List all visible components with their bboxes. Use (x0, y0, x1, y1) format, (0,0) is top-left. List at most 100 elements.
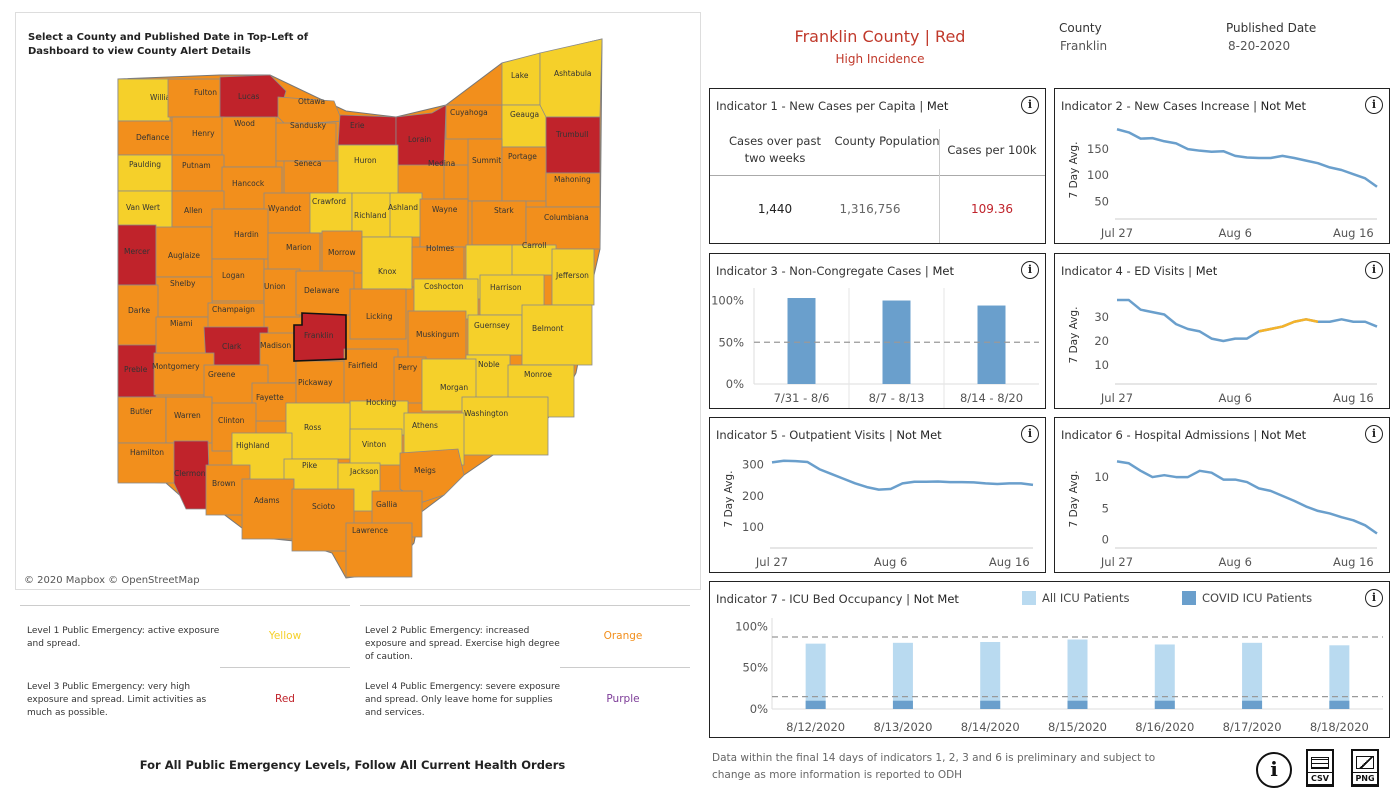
legend-level-4-desc: Level 4 Public Emergency: severe exposur… (365, 682, 561, 718)
ohio-county-map[interactable]: Williams Fulton Lucas Ottawa Defiance Henry Wo… (16, 13, 700, 589)
indicator-2-title: Indicator 2 - New Cases Increase | Not M… (1061, 99, 1306, 113)
county-perry[interactable]: Perry (393, 356, 427, 404)
county-crawford[interactable]: Crawford (309, 192, 353, 234)
x-tick-label: Jul 27 (1100, 391, 1133, 405)
county-marion[interactable]: Marion (267, 232, 321, 276)
info-icon[interactable]: i (1365, 96, 1383, 114)
info-icon[interactable]: i (1365, 261, 1383, 279)
county-darke[interactable]: Darke (117, 284, 159, 356)
indicator-3-chart[interactable]: 0% 50% 100% 7/31 - 8/6 8/7 - 8/13 8/14 - 8/20 (710, 282, 1045, 408)
info-icon[interactable]: i (1021, 261, 1039, 279)
county-meigs[interactable]: Meigs (399, 448, 465, 504)
indicator-5-status: Not Met (896, 428, 942, 442)
png-download-icon[interactable]: PNG (1351, 749, 1379, 787)
info-icon[interactable]: i (1021, 96, 1039, 114)
county-wood[interactable]: Wood (221, 116, 277, 168)
info-icon[interactable]: i (1021, 425, 1039, 443)
county-carroll[interactable]: Carroll (511, 241, 557, 276)
county-erie[interactable]: Erie (337, 114, 397, 146)
county-williams[interactable]: Williams (117, 78, 181, 122)
county-hamilton[interactable]: Hamilton (117, 442, 183, 484)
county-henry[interactable]: Henry (171, 116, 225, 156)
county-lucas[interactable]: Lucas (219, 74, 287, 120)
county-fairfield[interactable]: Fairfield (343, 348, 399, 406)
county-cuyahoga[interactable]: Cuyahoga (445, 104, 503, 140)
county-guernsey[interactable]: Guernsey (467, 314, 523, 356)
county-lawrence[interactable]: Lawrence (345, 522, 413, 578)
info-icon[interactable]: i (1256, 752, 1292, 788)
county-putnam[interactable]: Putnam (171, 154, 225, 192)
x-tick-label: Jul 27 (1100, 555, 1133, 569)
county-trumbull[interactable]: Trumbull (545, 116, 601, 174)
y-tick-label: 100% (735, 619, 768, 633)
indicator-5-chart[interactable]: 7 Day Avg. 100 200 300 Jul 27 Aug 6 Aug 16 (710, 446, 1045, 572)
county-butler[interactable]: Butler (117, 396, 167, 444)
county-preble[interactable]: Preble (117, 344, 157, 398)
x-tick-label: 8/13/2020 (873, 720, 932, 734)
county-portage[interactable]: Portage (501, 146, 547, 202)
county-jefferson[interactable]: Jefferson (551, 248, 595, 306)
csv-download-icon[interactable]: CSV (1306, 749, 1334, 787)
county-summit[interactable]: Summit (467, 138, 503, 202)
indicator-4-chart[interactable]: 7 Day Avg. 10 20 30 Jul 27 Aug 6 Aug 16 (1055, 282, 1389, 408)
date-filter-value[interactable]: 8-20-2020 (1228, 39, 1291, 53)
county-fulton[interactable]: Fulton (167, 78, 221, 118)
county-paulding[interactable]: Paulding (117, 154, 173, 192)
county-sandusky[interactable]: Sandusky (275, 121, 337, 162)
county-clermont[interactable]: Clermont (173, 440, 211, 510)
county-scioto[interactable]: Scioto (291, 488, 355, 552)
county-label: Hancock (232, 179, 265, 188)
county-wayne[interactable]: Wayne (419, 198, 469, 248)
county-miami[interactable]: Miami (155, 316, 213, 356)
county-richland[interactable]: Richland (351, 192, 395, 238)
county-label: Putnam (182, 161, 211, 170)
county-alert-subtitle: High Incidence (835, 52, 925, 66)
info-icon[interactable]: i (1365, 589, 1383, 607)
county-licking[interactable]: Licking (349, 288, 407, 340)
county-auglaize[interactable]: Auglaize (155, 226, 213, 278)
county-wyandot[interactable]: Wyandot (263, 192, 313, 234)
county-knox[interactable]: Knox (361, 236, 413, 290)
county-hardin[interactable]: Hardin (211, 208, 269, 260)
county-label: Pickaway (298, 378, 333, 387)
county-adams[interactable]: Adams (241, 478, 295, 540)
county-label: Portage (508, 152, 537, 161)
county-belmont[interactable]: Belmont (521, 304, 593, 366)
legend-level-3-desc: Level 3 Public Emergency: very high expo… (27, 682, 207, 718)
county-mercer[interactable]: Mercer (117, 224, 157, 286)
county-washington[interactable]: Washington (461, 396, 549, 456)
county-union[interactable]: Union (263, 268, 301, 318)
county-filter-label: County (1059, 21, 1102, 35)
county-muskingum[interactable]: Muskingum (407, 310, 467, 362)
county-mahoning[interactable]: Mahoning (545, 172, 601, 208)
county-columbiana[interactable]: Columbiana (525, 206, 601, 250)
county-ross[interactable]: Ross (285, 402, 351, 460)
county-logan[interactable]: Logan (211, 258, 265, 302)
county-warren[interactable]: Warren (165, 396, 213, 444)
county-lake[interactable]: Lake (501, 52, 541, 106)
county-stark[interactable]: Stark (471, 200, 527, 246)
county-shape (389, 192, 423, 238)
county-geauga[interactable]: Geauga (501, 104, 547, 148)
county-defiance[interactable]: Defiance (117, 120, 173, 156)
county-shape (117, 442, 183, 484)
county-label: Summit (472, 156, 501, 165)
y-tick-label: 50 (1094, 194, 1109, 208)
bar-covid-icu (1067, 700, 1088, 709)
county-morrow[interactable]: Morrow (321, 230, 363, 274)
county-shape (461, 396, 549, 456)
county-ashtabula[interactable]: Ashtabula (539, 38, 603, 118)
info-icon[interactable]: i (1365, 425, 1383, 443)
indicator-6-chart[interactable]: 7 Day Avg. 0 5 10 Jul 27 Aug 6 Aug 16 (1055, 446, 1389, 572)
county-shape (117, 284, 159, 356)
county-pickaway[interactable]: Pickaway (295, 360, 351, 410)
indicator-2-chart[interactable]: 7 Day Avg. 50 100 150 Jul 27 Aug 6 Aug 16 (1055, 117, 1389, 243)
county-lorain[interactable]: Lorain (395, 104, 447, 166)
county-delaware[interactable]: Delaware (295, 270, 355, 316)
bar-all-icu (1154, 644, 1175, 709)
county-shelby[interactable]: Shelby (155, 276, 213, 318)
indicator-7-chart[interactable]: 0% 50% 100% 8/12/2020 8/13/2020 8/14/2020 8/15… (710, 610, 1389, 737)
county-ashland[interactable]: Ashland (388, 192, 423, 238)
county-filter-value[interactable]: Franklin (1060, 39, 1108, 53)
county-vinton[interactable]: Vinton (349, 428, 403, 466)
